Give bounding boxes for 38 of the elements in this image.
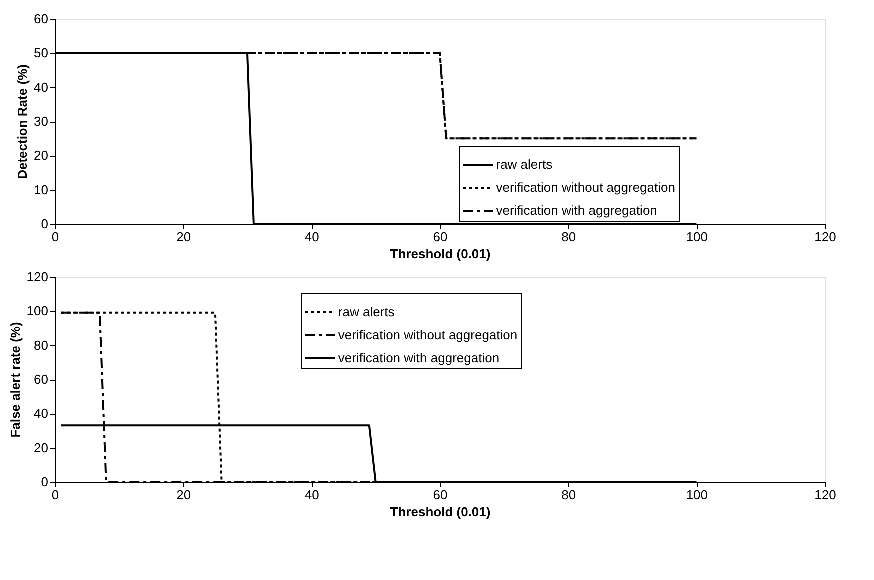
legend-label: raw alerts [496, 157, 554, 172]
x-tick-label: 20 [176, 230, 192, 244]
y-tick-label: 40 [34, 80, 48, 95]
legend-label: verification without aggregation [496, 180, 676, 196]
x-tick-label: 40 [304, 488, 320, 502]
y-tick-label: 10 [34, 182, 48, 198]
y-tick-label: 50 [34, 46, 48, 61]
x-axis-title: Threshold (0.01) [390, 504, 491, 520]
x-tick-label: 120 [814, 488, 836, 502]
y-tick-label: 100 [26, 304, 48, 319]
y-axis-title: False alert rate (%) [8, 322, 23, 438]
y-tick-label: 80 [34, 338, 48, 353]
x-tick-label: 80 [562, 488, 576, 502]
x-tick-label: 0 [52, 488, 60, 502]
legend-label: verification without aggregation [338, 327, 518, 342]
x-tick-label: 80 [562, 230, 576, 244]
x-tick-label: 20 [176, 488, 192, 502]
x-tick-label: 40 [304, 230, 320, 244]
y-tick-label: 20 [34, 148, 48, 164]
y-tick-label: 60 [34, 372, 48, 387]
x-tick-label: 100 [686, 488, 708, 502]
x-tick-label: 60 [433, 230, 448, 244]
y-tick-label: 60 [34, 12, 48, 26]
y-tick-label: 0 [41, 216, 48, 232]
legend-label: verification with aggregation [496, 203, 658, 218]
y-tick-label: 30 [34, 114, 48, 129]
x-axis-title: Threshold (0.01) [390, 246, 491, 262]
x-tick-label: 0 [52, 230, 60, 244]
y-tick-label: 0 [41, 474, 48, 490]
x-tick-label: 100 [686, 230, 708, 244]
y-tick-label: 20 [34, 440, 48, 456]
y-tick-label: 40 [34, 406, 48, 422]
x-tick-label: 60 [433, 488, 448, 502]
y-axis-title: Detection Rate (%) [15, 64, 30, 180]
legend-label: raw alerts [338, 304, 396, 320]
legend-label: verification with aggregation [338, 350, 500, 366]
x-tick-label: 120 [814, 230, 836, 244]
y-tick-label: 120 [26, 270, 48, 284]
